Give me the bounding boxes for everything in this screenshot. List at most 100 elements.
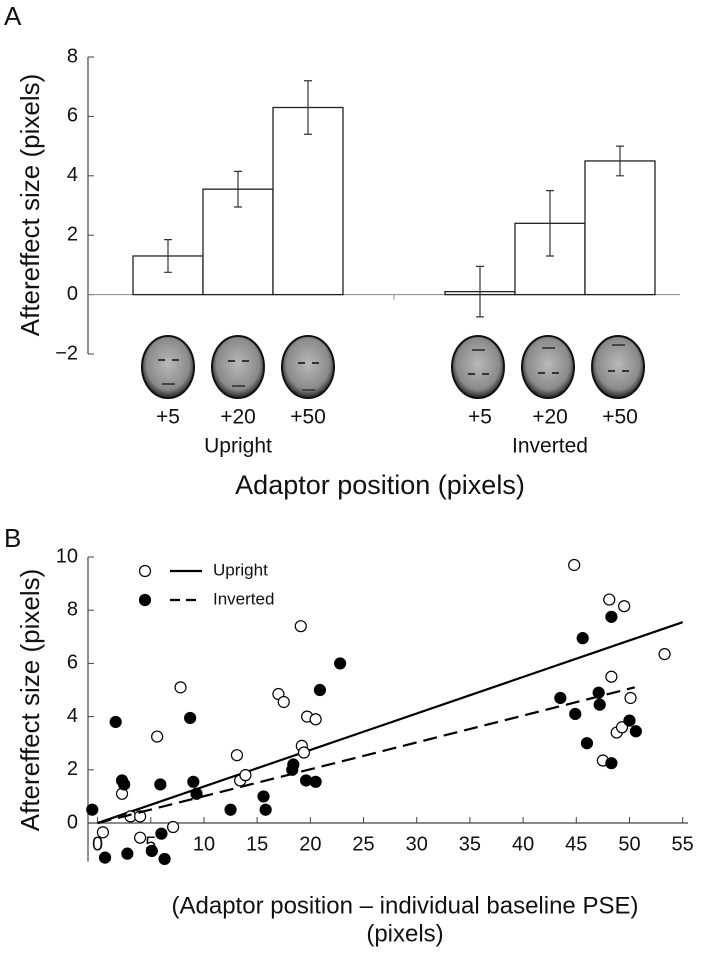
error-bar [164,239,172,273]
x-tick-label: 50 [618,833,640,855]
group-label: Upright [204,435,272,458]
legend-label: Upright [213,560,268,579]
data-point [190,787,203,800]
data-point [224,803,237,816]
data-point [658,648,671,661]
x-tick-label: +5 [156,406,180,429]
y-tick-label: 8 [67,598,78,620]
y-tick-label: −2 [55,342,78,364]
y-tick-label: 4 [67,705,78,727]
data-point [167,820,180,834]
y-tick-label: 2 [67,223,78,245]
data-point [568,558,581,572]
data-point [297,746,311,759]
data-point [86,803,99,816]
y-tick-label: 4 [67,164,78,186]
upright-faces [141,335,335,399]
x-tick-label: 15 [246,833,268,855]
data-point [615,721,629,734]
data-point [187,775,200,788]
data-point [121,847,134,860]
y-tick-label: 6 [67,105,78,127]
error-bar [234,170,242,208]
x-tick-label: 5 [145,833,156,855]
x-tick-label: 0 [92,833,103,855]
data-point [605,757,618,770]
data-point [603,593,616,606]
legend-marker [138,564,152,578]
data-point [294,620,307,633]
x-tick-label: 40 [512,833,534,855]
data-point [309,775,322,788]
data-point [257,790,270,803]
data-point [158,852,171,866]
y-tick-label: 6 [67,652,78,674]
inverted-faces [451,335,645,399]
error-bar [546,190,554,257]
data-point [623,714,636,727]
data-point [184,711,197,725]
data-point [118,778,131,791]
data-point [151,730,164,743]
y-axis-label: Aftereffect size (pixels) [15,74,45,337]
data-point [605,610,618,623]
data-point [287,758,300,771]
x-tick-label: 55 [672,833,694,855]
data-point [96,826,109,839]
x-tick-label: +20 [220,406,256,429]
data-point [624,691,637,705]
x-tick-label: 25 [352,833,374,855]
fit-line [97,621,684,825]
x-tick-label: 20 [299,833,321,855]
x-tick-label: 35 [459,833,481,855]
data-point [277,695,290,709]
y-tick-label: 2 [67,758,78,780]
legend-label: Inverted [213,589,274,608]
error-bar [476,265,484,318]
x-axis-label: (pixels) [366,920,443,947]
data-point [134,810,147,823]
legend-marker [138,593,152,607]
data-point [109,715,122,729]
y-tick-label: 0 [67,283,78,305]
y-tick-label: 10 [56,545,78,567]
x-axis-label: (Adaptor position – individual baseline … [172,892,639,919]
data-point [134,831,147,844]
bar [272,106,344,296]
x-tick-label: 10 [193,833,215,855]
y-tick-label: 0 [67,811,78,833]
y-tick-label: 8 [67,45,78,67]
data-point [629,725,642,738]
data-point [155,827,168,840]
panel-label: B [4,523,21,553]
data-point [174,681,187,694]
panel-label: A [4,1,22,31]
data-point [592,686,605,699]
data-point [309,713,322,726]
y-axis-label: Aftereffect size (pixels) [15,569,45,832]
data-point [98,851,112,864]
data-point [239,769,252,782]
data-point [154,778,167,791]
data-point [554,691,567,705]
x-tick-label: +5 [468,406,492,429]
data-point [259,803,272,816]
x-tick-label: 45 [565,833,587,855]
data-point [576,632,589,645]
x-tick-label: +20 [532,406,568,429]
data-point [605,670,618,683]
data-point [618,600,631,613]
x-tick-label: 30 [406,833,428,855]
x-tick-label: +50 [290,406,326,429]
data-point [230,749,244,762]
group-label: Inverted [512,435,588,458]
data-point [593,698,606,711]
face-images [141,335,645,399]
x-tick-label: +50 [602,406,638,429]
data-point [145,844,158,858]
data-point [313,683,327,697]
data-point [580,737,594,750]
data-point [569,707,582,721]
